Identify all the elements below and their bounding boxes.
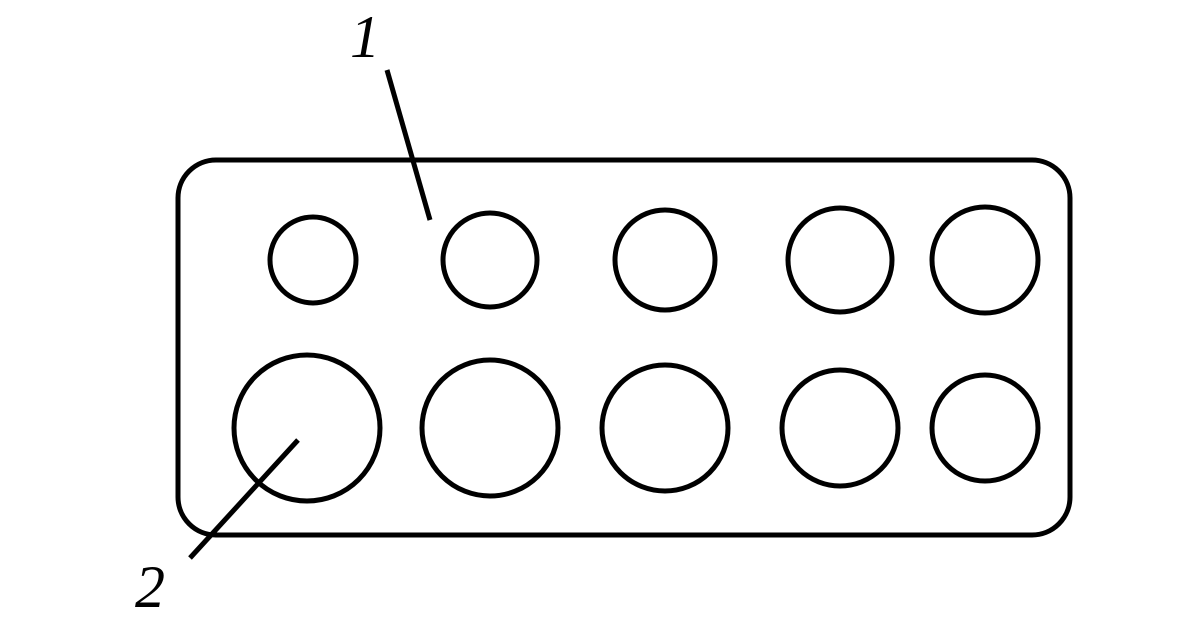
callout-label-2: 2 [135, 553, 165, 622]
callout-label-1: 1 [350, 3, 380, 72]
diagram-svg [0, 0, 1181, 635]
